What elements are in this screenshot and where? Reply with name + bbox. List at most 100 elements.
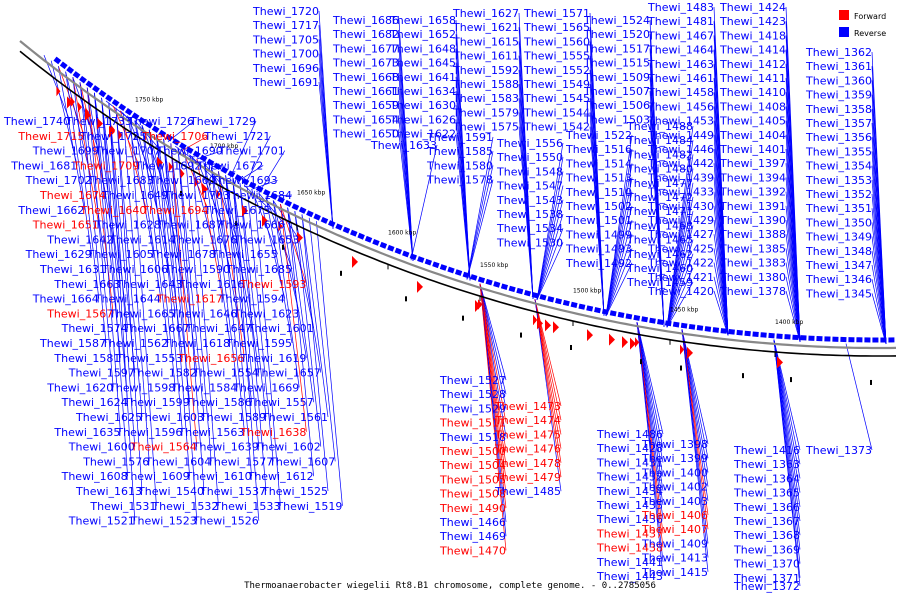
leader-line [239, 183, 267, 418]
gene-label: Thewi_1610 [185, 470, 252, 483]
leader-line [258, 193, 286, 299]
forward-feature [202, 183, 208, 196]
leader-line [773, 339, 801, 451]
gene-label: Thewi_1555 [523, 50, 590, 63]
gene-label: Thewi_1532 [151, 500, 218, 513]
gene-label: Thewi_1409 [641, 537, 708, 550]
leader-line [301, 214, 329, 418]
gene-label: Thewi_1665 [108, 307, 175, 320]
tick-label: 1400 kbp [775, 319, 803, 326]
gene-label: Thewi_1475 [494, 428, 561, 441]
leader-line [479, 283, 507, 423]
leader-line [134, 120, 162, 151]
tick-label: 1450 kbp [670, 306, 698, 313]
gene-label: Thewi_1397 [719, 157, 786, 170]
gene-label: Thewi_1529 [439, 402, 506, 415]
leader-line [479, 283, 507, 437]
gene-label: Thewi_1548 [496, 165, 563, 178]
leader-line [785, 290, 801, 342]
forward-feature [278, 221, 283, 232]
gene-label: Thewi_1523 [130, 515, 197, 528]
gene-label: Thewi_1429 [647, 214, 714, 227]
tick-label: 1600 kbp [388, 229, 416, 236]
gene-label: Thewi_1399 [641, 452, 708, 465]
gene-label: Thewi_1517 [583, 42, 650, 55]
leader-line [666, 211, 694, 328]
leader-line [258, 192, 286, 225]
gene-label: Thewi_1423 [719, 15, 786, 28]
leader-line [536, 199, 564, 300]
gene-label: Thewi_1686 [332, 14, 399, 27]
gene-label: Thewi_1352 [805, 188, 872, 201]
gene-label: Thewi_1602 [254, 441, 321, 454]
leader-line [605, 234, 633, 317]
leader-line [108, 102, 136, 521]
gene-label: Thewi_1659 [332, 99, 399, 112]
gene-label: Thewi_1501 [565, 214, 632, 227]
gene-label: Thewi_1530 [496, 236, 563, 249]
gene-label: Thewi_1346 [805, 273, 872, 286]
gene-label: Thewi_1694 [141, 204, 208, 217]
gene-label: Thewi_1474 [494, 414, 561, 427]
gene-label: Thewi_1682 [332, 28, 399, 41]
gene-label: Thewi_1488 [626, 120, 693, 133]
gene-label: Thewi_1549 [523, 78, 590, 91]
leader-line [536, 142, 564, 300]
forward-feature [537, 317, 543, 330]
leader-line [785, 234, 801, 342]
gene-label: Thewi_1579 [452, 106, 519, 119]
gene-label: Thewi_1623 [232, 307, 299, 320]
gene-label: Thewi_1358 [805, 103, 872, 116]
leader-line [101, 97, 128, 477]
figure-caption: Thermoanaerobacter wiegelii Rt8.B1 chrom… [244, 581, 656, 591]
gene-label: Thewi_1591 [426, 131, 493, 144]
gene-label: Thewi_1603 [137, 411, 204, 424]
gene-label: Thewi_1635 [53, 426, 120, 439]
leader-line [518, 126, 534, 299]
gene-label: Thewi_1720 [252, 5, 319, 18]
gene-label: Thewi_1643 [115, 278, 182, 291]
forward-feature [78, 102, 82, 113]
leader-line [86, 87, 114, 240]
gene-label: Thewi_1359 [805, 89, 872, 102]
leader-line [713, 276, 729, 336]
gene-label: Thewi_1368 [733, 529, 800, 542]
gene-label: Thewi_1345 [805, 287, 872, 300]
gene-label: Thewi_1516 [565, 143, 632, 156]
gene-label: Thewi_1366 [733, 501, 800, 514]
gene-label: Thewi_1508 [439, 488, 506, 501]
forward-feature [680, 344, 684, 355]
leader-line [479, 283, 507, 409]
gene-label: Thewi_1629 [25, 248, 92, 261]
gene-label: Thewi_1525 [261, 485, 328, 498]
gene-label: Thewi_1617 [156, 293, 223, 306]
gene-label: Thewi_1348 [805, 245, 872, 258]
gene-label: Thewi_1356 [805, 131, 872, 144]
leader-line [785, 262, 801, 342]
gene-label: Thewi_1651 [32, 219, 99, 232]
gene-label: Thewi_1433 [647, 186, 714, 199]
gene-label: Thewi_1544 [523, 106, 590, 119]
gene-label: Thewi_1721 [203, 130, 270, 143]
gene-label: Thewi_1621 [452, 21, 519, 34]
gene-label: Thewi_1590 [163, 263, 230, 276]
leader-line [536, 157, 564, 300]
leader-lines [43, 6, 887, 587]
leader-line [177, 147, 205, 492]
gene-label: Thewi_1464 [647, 44, 714, 57]
gene-label: Thewi_1528 [439, 388, 506, 401]
gene-label: Thewi_1656 [177, 352, 244, 365]
gene-label: Thewi_1518 [439, 431, 506, 444]
gene-label: Thewi_1554 [192, 367, 259, 380]
gene-label: Thewi_1412 [719, 58, 786, 71]
forward-feature [587, 329, 593, 342]
gene-label: Thewi_1434 [596, 485, 663, 498]
gene-label: Thewi_1441 [596, 556, 663, 569]
gene-label: Thewi_1401 [719, 143, 786, 156]
gene-label: Thewi_1527 [439, 374, 506, 387]
leader-line [713, 248, 729, 336]
gene-label: Thewi_1596 [115, 426, 182, 439]
leader-line [666, 168, 694, 328]
gene-label: Thewi_1563 [177, 426, 244, 439]
